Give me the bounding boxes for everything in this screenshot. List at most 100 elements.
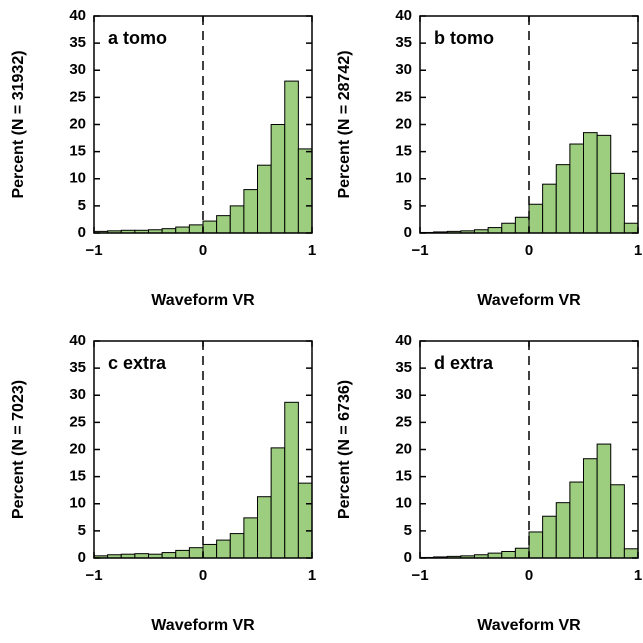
bar <box>216 215 231 234</box>
y-tick-label: 35 <box>395 359 412 376</box>
bar <box>284 401 299 559</box>
x-tick-label: 0 <box>525 567 533 584</box>
x-axis-label: Waveform VR <box>477 617 581 634</box>
y-tick-label: 20 <box>395 440 412 457</box>
x-axis-label: Waveform VR <box>477 292 581 309</box>
bar <box>202 220 218 234</box>
bar <box>596 134 612 234</box>
bar <box>542 183 557 234</box>
bar <box>528 531 544 559</box>
x-axis-label: Waveform VR <box>151 617 255 634</box>
y-tick-label: 30 <box>395 61 412 78</box>
bar <box>623 548 639 559</box>
y-axis-label: Percent (N = 31932) <box>10 50 27 198</box>
y-tick-label: 10 <box>69 170 86 187</box>
bar <box>297 148 313 234</box>
bar <box>229 205 245 234</box>
bar <box>229 533 245 559</box>
y-tick-label: 35 <box>395 34 412 51</box>
y-tick-label: 40 <box>395 332 412 349</box>
y-tick-label: 10 <box>69 495 86 512</box>
y-tick-label: 5 <box>78 197 86 214</box>
bar <box>257 496 272 559</box>
y-tick-label: 30 <box>69 61 86 78</box>
y-tick-label: 20 <box>395 115 412 132</box>
y-tick-label: 10 <box>395 170 412 187</box>
y-tick-label: 15 <box>69 143 86 160</box>
x-tick-label: 1 <box>308 242 316 259</box>
panel-label: a tomo <box>108 28 167 48</box>
bar <box>555 502 571 559</box>
y-tick-label: 25 <box>69 88 86 105</box>
x-tick-label: 1 <box>634 567 642 584</box>
y-tick-label: 5 <box>78 522 86 539</box>
bar <box>501 550 516 559</box>
bar <box>257 164 272 234</box>
y-tick-label: 25 <box>69 413 86 430</box>
y-tick-label: 35 <box>69 359 86 376</box>
x-tick-label: −1 <box>85 567 102 584</box>
bar <box>243 189 258 234</box>
bar <box>555 164 571 234</box>
y-tick-label: 25 <box>395 413 412 430</box>
y-tick-label: 40 <box>69 7 86 24</box>
x-axis-label: Waveform VR <box>151 292 255 309</box>
bar <box>569 143 584 234</box>
bar <box>270 447 286 559</box>
y-tick-label: 40 <box>395 7 412 24</box>
y-axis-label: Percent (N = 6736) <box>336 380 353 519</box>
bar <box>583 458 598 559</box>
y-tick-label: 5 <box>404 522 412 539</box>
bar <box>487 227 503 234</box>
y-tick-label: 10 <box>395 495 412 512</box>
y-tick-label: 40 <box>69 332 86 349</box>
bar <box>161 552 177 559</box>
y-tick-label: 15 <box>395 143 412 160</box>
y-tick-label: 0 <box>404 224 412 241</box>
bar <box>243 517 258 559</box>
x-tick-label: 1 <box>634 242 642 259</box>
y-tick-label: 30 <box>69 386 86 403</box>
bar <box>188 224 204 234</box>
bar <box>623 222 639 234</box>
x-tick-label: −1 <box>411 242 428 259</box>
y-tick-label: 20 <box>69 115 86 132</box>
bar <box>610 172 625 234</box>
y-tick-label: 25 <box>395 88 412 105</box>
y-tick-label: 0 <box>78 549 86 566</box>
y-tick-label: 5 <box>404 197 412 214</box>
y-tick-label: 0 <box>78 224 86 241</box>
bar <box>569 481 584 559</box>
y-tick-label: 15 <box>69 468 86 485</box>
bar <box>514 547 530 559</box>
y-tick-label: 15 <box>395 468 412 485</box>
bar <box>216 539 231 559</box>
x-tick-label: −1 <box>411 567 428 584</box>
y-tick-label: 0 <box>404 549 412 566</box>
x-tick-label: 1 <box>308 567 316 584</box>
bar <box>175 549 190 559</box>
bar <box>528 203 544 234</box>
bar <box>202 543 218 559</box>
bar <box>175 226 190 234</box>
panel-label: c extra <box>108 353 167 373</box>
x-tick-label: 0 <box>525 242 533 259</box>
x-tick-label: 0 <box>199 242 207 259</box>
panel-label: d extra <box>434 353 494 373</box>
bar <box>284 80 299 234</box>
y-axis-label: Percent (N = 7023) <box>10 380 27 519</box>
x-tick-label: −1 <box>85 242 102 259</box>
bar <box>610 484 625 559</box>
bar <box>542 515 557 559</box>
bar <box>297 482 313 559</box>
bar <box>583 132 598 234</box>
x-tick-label: 0 <box>199 567 207 584</box>
bar <box>501 222 516 234</box>
bar <box>596 443 612 559</box>
y-axis-label: Percent (N = 28742) <box>336 50 353 198</box>
y-tick-label: 20 <box>69 440 86 457</box>
bar <box>188 547 204 559</box>
panel-label: b tomo <box>434 28 494 48</box>
bar <box>270 124 286 234</box>
